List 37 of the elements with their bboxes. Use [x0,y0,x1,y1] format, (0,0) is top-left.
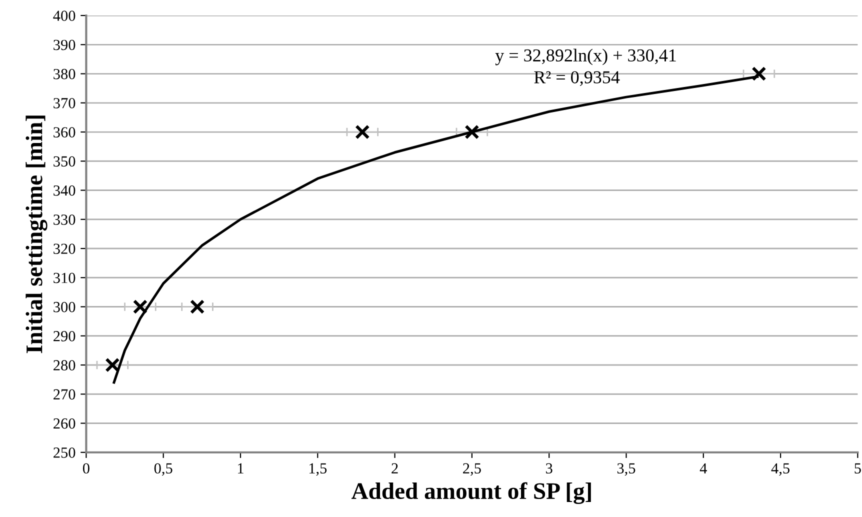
y-tick-label: 280 [54,360,76,370]
annotation: R² = 0,9354 [534,71,620,86]
y-tick-label: 390 [54,40,76,50]
y-tick-label: 310 [54,272,76,284]
point [355,124,370,140]
point [752,66,766,82]
y-tick-label: 400 [53,10,76,21]
x-tick-label: 1,5 [309,463,327,476]
y-tick-label: 340 [54,185,76,196]
y-tick-label: 270 [54,389,76,400]
y-tick-label: 290 [54,331,76,342]
x-tick-label: 2,5 [463,463,481,476]
y-tick-label: 360 [54,127,76,138]
y-tick-label: 350 [54,156,76,167]
x-tick-label: 1 [238,463,244,474]
annotation: y = 32,892ln(x) + 330,41 [495,48,676,66]
point [132,299,148,314]
y-tick-label: 260 [54,418,76,429]
x-tick-label: 2 [392,463,398,474]
x-tick-label: 0 [82,463,90,474]
y-tick-label: 370 [54,98,76,108]
x-tick-label: 5 [854,463,861,474]
y-axis-title: Initial settingtime [min] [26,116,48,354]
x-tick-label: 3,5 [617,463,636,476]
point [190,299,205,314]
y-tick-label: 300 [54,302,76,312]
point [464,124,480,140]
y-tick-label: 250 [54,448,76,458]
y-tick-label: 320 [54,244,76,254]
point [105,358,120,372]
x-tick-label: 3 [546,463,552,474]
y-tick-label: 380 [54,68,76,80]
x-tick-label: 4 [700,463,707,474]
y-tick-label: 330 [54,214,76,225]
x-axis-title: Added amount of SP [g] [351,482,591,504]
x-tick-label: 4,5 [771,463,790,476]
x-tick-label: 0,5 [154,463,172,476]
